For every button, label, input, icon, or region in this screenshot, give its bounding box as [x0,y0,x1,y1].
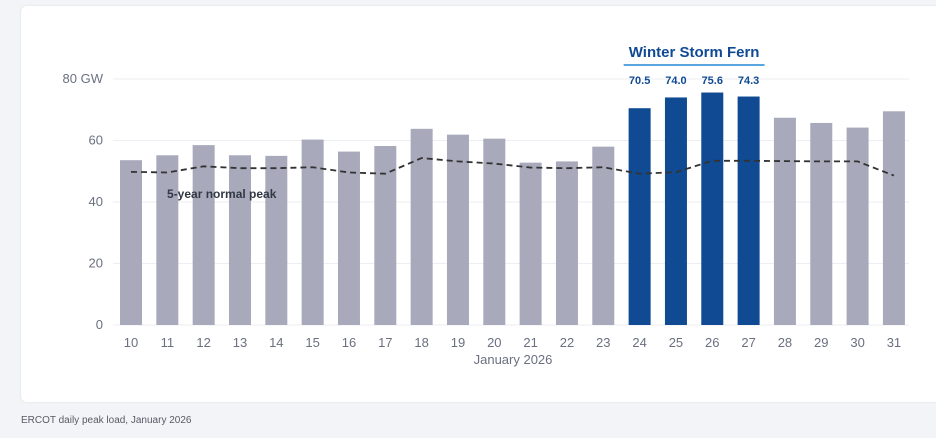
x-tick-label: 20 [487,335,501,350]
normal-peak-line [130,157,895,177]
y-tick-label: 60 [89,133,103,148]
x-tick-label: 27 [741,335,755,350]
bar [374,146,397,325]
bar [228,155,251,325]
normal-peak-label: 5-year normal peak [167,187,277,201]
x-tick-label: 16 [342,335,356,350]
x-tick-label: 24 [632,335,646,350]
bar [301,139,324,325]
x-tick-label: 31 [887,335,901,350]
bar [592,146,615,325]
x-tick-label: 11 [161,335,175,350]
bar [773,117,796,326]
bar [410,128,433,325]
bar-value-label: 75.6 [702,75,723,87]
y-tick-label: 0 [96,317,103,332]
chart-card: 0 20 40 60 80 GW 10 11 12 13 14 15 16 17 18 19 20 21 22 2… [21,6,936,402]
x-tick-label: 29 [814,335,828,350]
storm-bar [737,96,760,325]
x-tick-label: 14 [269,335,283,350]
bar [337,151,360,325]
storm-bar [701,92,724,325]
bar [120,160,142,325]
x-tick-label: 15 [305,335,319,350]
x-axis-label: January 2026 [474,352,553,367]
bar [882,111,905,325]
bar-value-label: 74.0 [665,75,686,87]
bar [192,145,215,325]
y-axis-ticks: 0 20 40 60 80 GW [63,71,104,332]
x-axis-ticks: 10 11 12 13 14 15 16 17 18 19 20 21 22 23 24 25 26 27 28 29… [124,335,901,350]
x-tick-label: 21 [523,335,537,350]
storm-annotation-label: Winter Storm Fern [629,44,760,61]
y-tick-label: 80 GW [63,71,104,86]
normal-peak-line-group [130,157,895,177]
x-tick-label: 17 [378,335,392,350]
bar [446,134,469,325]
bar [519,162,542,325]
x-tick-label: 18 [414,335,428,350]
x-tick-label: 13 [233,335,247,350]
bar-value-label: 74.3 [738,75,759,87]
x-tick-label: 26 [705,335,719,350]
bar [555,161,578,325]
x-tick-label: 12 [196,335,210,350]
storm-bar [628,108,651,326]
x-tick-label: 25 [669,335,683,350]
annotations: Winter Storm Fern 70.5 74.0 75.6 74.3 5-year … [167,44,765,201]
chart-svg: 0 20 40 60 80 GW 10 11 12 13 14 15 16 17 18 19 20 21 22 2… [63,44,909,367]
bar [846,127,869,326]
bar [483,138,506,325]
x-tick-label: 10 [124,335,138,350]
x-tick-label: 30 [850,335,864,350]
bar [265,155,288,325]
chart-caption: ERCOT daily peak load, January 2026 [21,415,192,426]
x-tick-label: 23 [596,335,610,350]
x-tick-label: 19 [451,335,465,350]
y-tick-label: 20 [89,256,103,271]
bars [120,92,905,326]
y-tick-label: 40 [89,194,103,209]
bar-value-label: 70.5 [629,75,650,87]
bar [810,122,833,325]
storm-bar [664,97,687,325]
x-tick-label: 28 [778,335,792,350]
bar [156,155,179,325]
x-tick-label: 22 [560,335,574,350]
